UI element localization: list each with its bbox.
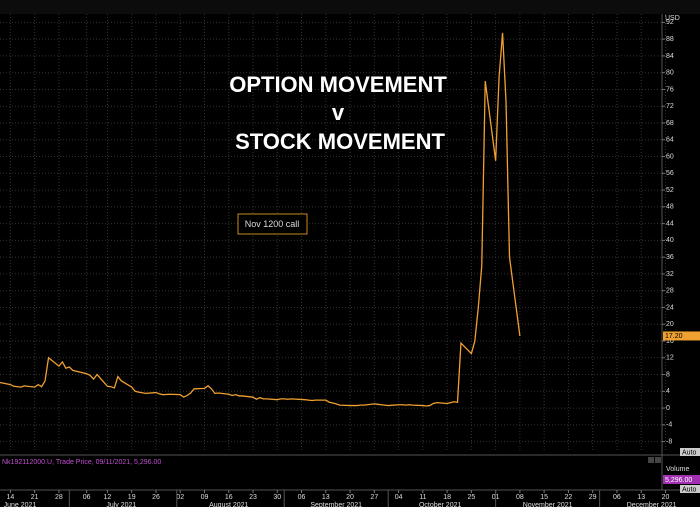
y-tick-label: 40	[666, 237, 674, 244]
y-tick-label: 76	[666, 86, 674, 93]
auto-button-label[interactable]: Auto	[682, 449, 697, 456]
current-price-box	[663, 331, 700, 341]
month-label: August 2021	[209, 502, 248, 507]
x-tick-label: 18	[443, 494, 451, 501]
volume-last-box	[663, 475, 700, 484]
y-tick-label: 64	[666, 137, 674, 144]
y-tick-label: 4	[666, 388, 670, 395]
x-tick-label: 20	[346, 494, 354, 501]
y-tick-label: 68	[666, 120, 674, 127]
x-tick-label: 06	[613, 494, 621, 501]
current-price-label: 17.20	[665, 333, 683, 340]
volume-label: Volume	[666, 466, 689, 473]
legend-box	[237, 213, 308, 235]
x-tick-label: 28	[55, 494, 63, 501]
y-tick-label: 80	[666, 70, 674, 77]
y-tick-label: 56	[666, 170, 674, 177]
month-label: July 2021	[106, 502, 136, 507]
y-tick-label: 52	[666, 187, 674, 194]
month-label: December 2021	[627, 502, 677, 507]
y-tick-label: 28	[666, 288, 674, 295]
x-tick-label: 27	[370, 494, 378, 501]
title-line: OPTION MOVEMENT	[229, 72, 447, 97]
x-tick-label: 12	[104, 494, 112, 501]
x-tick-label: 19	[128, 494, 136, 501]
auto-button-label[interactable]: Auto	[682, 486, 697, 493]
y-tick-label: -4	[666, 422, 672, 429]
close-icon[interactable]	[655, 457, 661, 463]
legend-label: Nov 1200 call	[245, 219, 300, 229]
help-icon[interactable]	[648, 457, 654, 463]
auto-button[interactable]	[680, 448, 700, 456]
y-tick-label: 12	[666, 355, 674, 362]
x-tick-label: 22	[565, 494, 573, 501]
x-tick-label: 16	[225, 494, 233, 501]
x-tick-label: 09	[201, 494, 209, 501]
x-tick-label: 23	[249, 494, 257, 501]
y-tick-label: 32	[666, 271, 674, 278]
title-line: v	[332, 100, 345, 125]
y-tick-label: 24	[666, 304, 674, 311]
y-tick-label: 20	[666, 321, 674, 328]
month-label: November 2021	[523, 502, 573, 507]
volume-last: 5,296.00	[665, 477, 692, 484]
x-tick-label: 25	[467, 494, 475, 501]
y-tick-label: 8	[666, 371, 670, 378]
y-tick-label: -8	[666, 438, 672, 445]
x-tick-label: 29	[589, 494, 597, 501]
y-tick-label: 36	[666, 254, 674, 261]
x-tick-label: 13	[637, 494, 645, 501]
x-tick-label: 20	[662, 494, 670, 501]
x-tick-label: 14	[6, 494, 14, 501]
title-line: STOCK MOVEMENT	[235, 129, 445, 154]
y-tick-label: 0	[666, 405, 670, 412]
top-bar	[0, 0, 700, 14]
y-tick-label: 16	[666, 338, 674, 345]
x-tick-label: 06	[83, 494, 91, 501]
x-tick-label: 08	[516, 494, 524, 501]
y-tick-label: 48	[666, 204, 674, 211]
y-tick-label: 84	[666, 53, 674, 60]
x-tick-label: 26	[152, 494, 160, 501]
month-label: June 2021	[4, 502, 37, 507]
x-tick-label: 04	[395, 494, 403, 501]
x-tick-label: 15	[540, 494, 548, 501]
auto-button[interactable]	[680, 485, 700, 493]
month-label: September 2021	[310, 502, 362, 507]
x-tick-label: 02	[176, 494, 184, 501]
x-tick-label: 11	[419, 494, 426, 501]
x-tick-label: 21	[31, 494, 39, 501]
price-line	[0, 32, 521, 407]
y-tick-label: 88	[666, 36, 674, 43]
x-tick-label: 13	[322, 494, 330, 501]
y-axis-label: USD	[665, 15, 680, 22]
x-tick-label: 06	[298, 494, 306, 501]
y-tick-label: 72	[666, 103, 674, 110]
volume-caption: Nk192112000.U, Trade Price, 09/11/2021, …	[2, 459, 161, 466]
y-tick-label: 60	[666, 153, 674, 160]
month-label: October 2021	[419, 502, 462, 507]
y-tick-label: 44	[666, 220, 674, 227]
x-tick-label: 30	[273, 494, 281, 501]
y-tick-label: 92	[666, 19, 674, 26]
